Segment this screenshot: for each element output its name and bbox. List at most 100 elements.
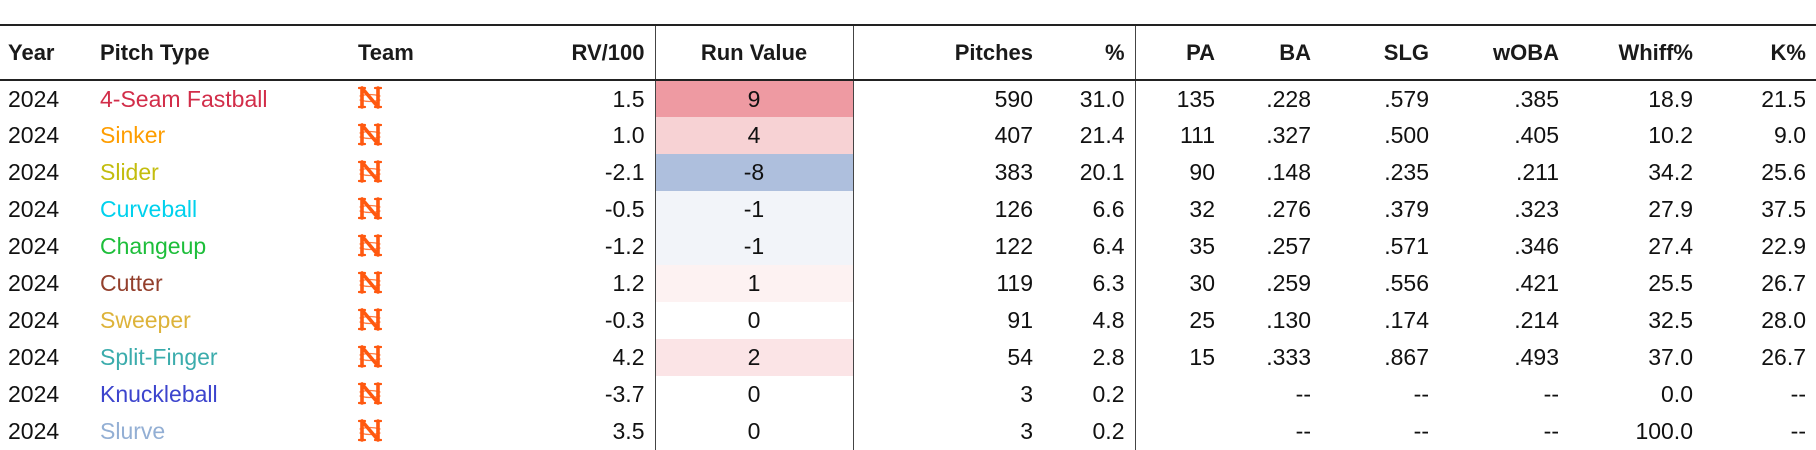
header-ba[interactable]: BA bbox=[1225, 24, 1321, 81]
header-woba[interactable]: wOBA bbox=[1439, 24, 1569, 81]
header-pitches[interactable]: Pitches bbox=[852, 24, 1043, 81]
mets-logo-icon[interactable] bbox=[358, 380, 382, 410]
cell-whiff-pct: 18.9 bbox=[1648, 85, 1693, 112]
cell-team bbox=[348, 376, 480, 413]
cell-pa: 111 bbox=[1134, 117, 1225, 154]
cell-run-value: 4 bbox=[654, 117, 853, 154]
cell-rv100: -2.1 bbox=[604, 159, 645, 185]
cell-k-pct: 26.7 bbox=[1761, 270, 1806, 296]
header-run-value[interactable]: Run Value bbox=[654, 24, 853, 81]
cell-whiff-pct: 10.2 bbox=[1648, 122, 1693, 148]
table-row[interactable]: 2024 Knuckleball -3.7 0 3 0.2 -- -- -- 0.0 -- bbox=[0, 376, 1816, 413]
cell-slg: .579 bbox=[1384, 85, 1429, 112]
cell-year: 2024 bbox=[8, 381, 60, 407]
table-row[interactable]: 2024 Split-Finger 4.2 2 54 2.8 15 .333 .867 .493 3… bbox=[0, 339, 1816, 376]
table-header-row: Year Pitch Type Team RV/100 Run Value Pi… bbox=[0, 24, 1816, 81]
cell-run-value: -1 bbox=[654, 191, 853, 228]
cell-pitch-type[interactable]: Split-Finger bbox=[100, 344, 218, 370]
cell-rv100: 1.2 bbox=[612, 270, 645, 296]
header-slg[interactable]: SLG bbox=[1321, 24, 1439, 81]
cell-whiff-pct: 37.0 bbox=[1648, 344, 1693, 370]
cell-pitch-type[interactable]: Slurve bbox=[100, 418, 166, 444]
table-row[interactable]: 2024 Sweeper -0.3 0 91 4.8 25 .130 .174 .214 32.5 2… bbox=[0, 302, 1816, 339]
cell-whiff-pct: 27.9 bbox=[1648, 196, 1693, 222]
cell-ba: .148 bbox=[1266, 159, 1311, 185]
mets-logo-icon[interactable] bbox=[358, 232, 382, 262]
cell-run-value: -8 bbox=[654, 154, 853, 191]
cell-ba: .228 bbox=[1266, 85, 1311, 112]
cell-pct: 31.0 bbox=[1079, 85, 1125, 112]
cell-woba: .346 bbox=[1514, 233, 1559, 259]
cell-pitch-type[interactable]: Sinker bbox=[100, 122, 166, 148]
mets-logo-icon[interactable] bbox=[358, 306, 382, 336]
cell-team bbox=[348, 191, 480, 228]
mets-logo-icon[interactable] bbox=[358, 158, 382, 188]
cell-pitch-type[interactable]: Slider bbox=[100, 159, 159, 185]
mets-logo-icon[interactable] bbox=[358, 343, 382, 373]
cell-pitches: 3 bbox=[852, 413, 1043, 450]
cell-pct: 0.2 bbox=[1092, 381, 1125, 407]
cell-slg: .500 bbox=[1384, 122, 1429, 148]
cell-run-value: 0 bbox=[654, 413, 853, 450]
cell-woba: -- bbox=[1543, 381, 1559, 407]
cell-pitches: 91 bbox=[852, 302, 1043, 339]
cell-rv100: 1.0 bbox=[612, 122, 645, 148]
cell-slg: .867 bbox=[1384, 344, 1429, 370]
cell-pct: 6.6 bbox=[1092, 196, 1125, 222]
table-row[interactable]: 2024 Sinker 1.0 4 407 21.4 111 .327 .500 .405 10.2… bbox=[0, 117, 1816, 154]
cell-year: 2024 bbox=[8, 418, 60, 444]
cell-pitch-type[interactable]: Knuckleball bbox=[100, 381, 218, 407]
table-row[interactable]: 2024 Slider -2.1 -8 383 20.1 90 .148 .235 .211 34.… bbox=[0, 154, 1816, 191]
header-team[interactable]: Team bbox=[348, 24, 480, 81]
cell-rv100: 4.2 bbox=[612, 344, 645, 370]
mets-logo-icon[interactable] bbox=[358, 121, 382, 151]
cell-pitch-type[interactable]: Curveball bbox=[100, 196, 198, 222]
cell-rv100: -1.2 bbox=[604, 233, 645, 259]
table-row[interactable]: 2024 Curveball -0.5 -1 126 6.6 32 .276 .379 .323 2… bbox=[0, 191, 1816, 228]
header-rv100[interactable]: RV/100 bbox=[480, 24, 655, 81]
cell-woba: .211 bbox=[1515, 159, 1559, 185]
header-whiff-pct[interactable]: Whiff% bbox=[1569, 24, 1703, 81]
cell-rv100: 3.5 bbox=[612, 418, 645, 444]
header-k-pct[interactable]: K% bbox=[1703, 24, 1816, 81]
cell-pitches: 3 bbox=[852, 376, 1043, 413]
table-row[interactable]: 2024 4-Seam Fastball 1.5 9 590 31.0 135 .228 .57… bbox=[0, 80, 1816, 117]
cell-year: 2024 bbox=[8, 196, 60, 222]
cell-pa: 30 bbox=[1134, 265, 1225, 302]
cell-year: 2024 bbox=[8, 159, 60, 185]
table-row[interactable]: 2024 Changeup -1.2 -1 122 6.4 35 .257 .571 .346 27… bbox=[0, 228, 1816, 265]
cell-pct: 20.1 bbox=[1079, 159, 1125, 185]
header-pct[interactable]: % bbox=[1043, 24, 1135, 81]
cell-pitch-type[interactable]: Changeup bbox=[100, 233, 207, 259]
cell-ba: -- bbox=[1295, 418, 1311, 444]
cell-pitches: 119 bbox=[852, 265, 1043, 302]
cell-pitch-type[interactable]: Cutter bbox=[100, 270, 163, 296]
table-row[interactable]: 2024 Cutter 1.2 1 119 6.3 30 .259 .556 .421 25.5 26… bbox=[0, 265, 1816, 302]
cell-pa: 135 bbox=[1134, 80, 1225, 117]
cell-ba: .276 bbox=[1266, 196, 1311, 222]
table-row[interactable]: 2024 Slurve 3.5 0 3 0.2 -- -- -- 100.0 -- bbox=[0, 413, 1816, 450]
cell-ba: .333 bbox=[1266, 344, 1311, 370]
cell-pa bbox=[1134, 376, 1225, 413]
cell-whiff-pct: 34.2 bbox=[1648, 159, 1693, 185]
header-year[interactable]: Year bbox=[0, 24, 90, 81]
cell-year: 2024 bbox=[8, 270, 60, 296]
cell-pct: 6.4 bbox=[1092, 233, 1125, 259]
cell-k-pct: -- bbox=[1790, 418, 1806, 444]
mets-logo-icon[interactable] bbox=[358, 417, 382, 447]
header-pitch-type[interactable]: Pitch Type bbox=[90, 24, 348, 81]
header-pa[interactable]: PA bbox=[1134, 24, 1225, 81]
cell-k-pct: 25.6 bbox=[1761, 159, 1806, 185]
cell-woba: .214 bbox=[1514, 307, 1559, 333]
cell-run-value: 0 bbox=[654, 376, 853, 413]
mets-logo-icon[interactable] bbox=[358, 269, 382, 299]
mets-logo-icon[interactable] bbox=[358, 84, 382, 114]
cell-pa: 32 bbox=[1134, 191, 1225, 228]
cell-k-pct: 37.5 bbox=[1761, 196, 1806, 222]
cell-slg: .174 bbox=[1384, 307, 1429, 333]
cell-whiff-pct: 100.0 bbox=[1635, 418, 1693, 444]
mets-logo-icon[interactable] bbox=[358, 195, 382, 225]
cell-team bbox=[348, 80, 480, 117]
cell-pitch-type[interactable]: Sweeper bbox=[100, 307, 191, 333]
cell-pitch-type[interactable]: 4-Seam Fastball bbox=[100, 85, 268, 112]
